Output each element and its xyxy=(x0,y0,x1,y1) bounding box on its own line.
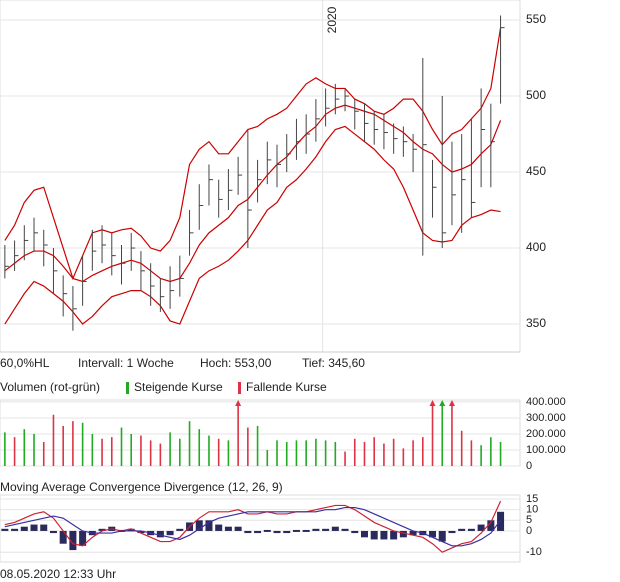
legend-swatch xyxy=(238,382,241,394)
plot-frame xyxy=(0,494,521,563)
histogram-bar xyxy=(137,530,145,534)
y-tick-label: 550 xyxy=(526,12,546,26)
histogram-bar xyxy=(1,528,9,531)
histogram-bar xyxy=(40,524,48,531)
histogram-bar xyxy=(438,530,446,542)
info-text: Intervall: 1 Woche xyxy=(78,356,174,370)
histogram-bar xyxy=(215,524,223,531)
histogram-bar xyxy=(331,526,339,531)
y-tick-label: 400 xyxy=(526,240,546,254)
x-tick-label: 2020 xyxy=(325,6,339,33)
histogram-bar xyxy=(390,530,398,540)
info-text: Hoch: 553,00 xyxy=(200,356,272,370)
overflow-arrow xyxy=(235,400,242,406)
histogram-bar xyxy=(380,530,388,540)
band-line xyxy=(4,27,502,281)
histogram-bar xyxy=(458,528,466,531)
histogram-bar xyxy=(166,530,174,536)
overflow-arrow xyxy=(429,400,436,406)
histogram-bar xyxy=(176,528,184,531)
histogram-bar xyxy=(283,530,291,534)
y-tick-label: 350 xyxy=(526,316,546,330)
macd-line xyxy=(4,506,502,547)
histogram-bar xyxy=(409,530,417,536)
histogram-bar xyxy=(30,524,38,531)
info-text: Tief: 345,60 xyxy=(302,356,365,370)
histogram-bar xyxy=(360,530,368,538)
histogram-bar xyxy=(477,524,485,531)
histogram-bar xyxy=(69,530,77,551)
legend-label: Steigende Kurse xyxy=(134,380,223,394)
histogram-bar xyxy=(429,530,437,538)
histogram-bar xyxy=(399,530,407,538)
y-tick-label: 450 xyxy=(526,164,546,178)
histogram-bar xyxy=(322,528,330,531)
histogram-bar xyxy=(49,530,57,534)
histogram-bar xyxy=(156,530,164,538)
y-tick-label: 15 xyxy=(526,493,538,505)
histogram-bar xyxy=(79,530,87,546)
y-tick-label: 10 xyxy=(526,504,538,516)
histogram-bar xyxy=(273,530,281,534)
legend-swatch xyxy=(126,382,129,394)
histogram-bar xyxy=(244,530,252,534)
histogram-bar xyxy=(195,520,203,531)
y-tick-label: 5 xyxy=(526,514,532,526)
histogram-bar xyxy=(224,526,232,531)
histogram-bar xyxy=(11,528,19,531)
histogram-bar xyxy=(59,530,67,544)
histogram-bar xyxy=(351,530,359,534)
histogram-bar xyxy=(127,528,135,531)
histogram-bar xyxy=(234,526,242,531)
histogram-bar xyxy=(448,530,456,534)
y-tick-label: 0 xyxy=(526,525,532,537)
band-line xyxy=(4,125,501,325)
histogram-bar xyxy=(263,529,271,532)
y-tick-label: 400.000 xyxy=(526,396,566,408)
histogram-bar xyxy=(292,529,300,532)
histogram-bar xyxy=(467,528,475,531)
timestamp: 08.05.2020 12:33 Uhr xyxy=(0,567,116,581)
histogram-bar xyxy=(20,526,28,531)
histogram-bar xyxy=(487,520,495,531)
y-tick-label: 200.000 xyxy=(526,428,566,440)
overflow-arrow xyxy=(448,400,455,406)
y-tick-label: -10 xyxy=(526,546,542,558)
y-tick-label: 300.000 xyxy=(526,412,566,424)
histogram-bar xyxy=(312,528,320,531)
histogram-bar xyxy=(497,511,505,531)
macd-line xyxy=(4,500,502,553)
histogram-bar xyxy=(341,528,349,531)
histogram-bar xyxy=(302,529,310,532)
band-line xyxy=(4,104,502,283)
histogram-bar xyxy=(370,530,378,540)
panel-title: Moving Average Convergence Divergence (1… xyxy=(0,480,283,494)
histogram-bar xyxy=(98,528,106,531)
y-tick-label: 500 xyxy=(526,88,546,102)
overflow-arrow xyxy=(439,400,446,406)
panel-title: Volumen (rot-grün) xyxy=(0,380,100,394)
y-tick-label: 0 xyxy=(526,460,532,472)
info-text: 60,0%HL xyxy=(0,356,50,370)
legend-label: Fallende Kurse xyxy=(246,380,327,394)
histogram-bar xyxy=(254,530,262,534)
y-tick-label: 100.000 xyxy=(526,444,566,456)
histogram-bar xyxy=(205,520,213,531)
